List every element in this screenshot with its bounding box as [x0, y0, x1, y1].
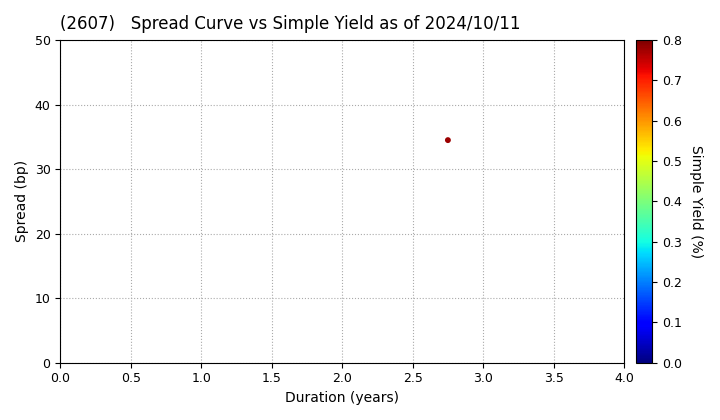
Y-axis label: Spread (bp): Spread (bp) [15, 160, 29, 242]
Y-axis label: Simple Yield (%): Simple Yield (%) [689, 145, 703, 258]
X-axis label: Duration (years): Duration (years) [285, 391, 399, 405]
Point [442, 137, 454, 144]
Text: (2607)   Spread Curve vs Simple Yield as of 2024/10/11: (2607) Spread Curve vs Simple Yield as o… [60, 15, 521, 33]
